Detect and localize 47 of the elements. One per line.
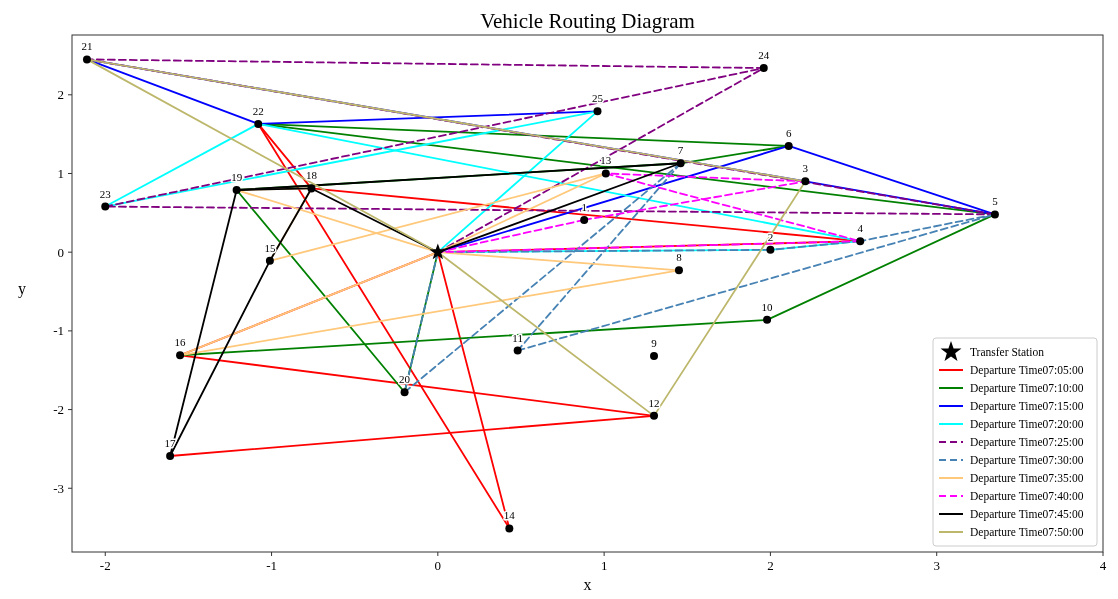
annotation: 9 bbox=[651, 337, 658, 350]
annotation: 2 bbox=[767, 230, 774, 243]
annotation: 16 bbox=[174, 336, 187, 349]
legend-label: Departure Time07:15:00 bbox=[970, 400, 1084, 414]
legend-label: Departure Time07:30:00 bbox=[970, 454, 1084, 468]
y-tick-label: -1 bbox=[53, 323, 64, 339]
annotation: 4 bbox=[857, 222, 864, 235]
annotation: 13 bbox=[600, 154, 612, 167]
annotation: 6 bbox=[785, 126, 792, 139]
y-tick-label: 1 bbox=[57, 166, 64, 182]
annotation: 21 bbox=[81, 40, 93, 53]
x-axis-title: x bbox=[583, 576, 592, 593]
annotation: 23 bbox=[99, 187, 112, 200]
x-tick-label: 1 bbox=[600, 558, 608, 573]
x-tick-label: 3 bbox=[933, 558, 940, 573]
annotation: 1 bbox=[581, 200, 587, 213]
annotation: 18 bbox=[305, 169, 318, 182]
legend-label: Departure Time07:25:00 bbox=[970, 436, 1084, 450]
annotation: 7 bbox=[677, 144, 684, 157]
annotation: 8 bbox=[676, 251, 683, 264]
annotation: 5 bbox=[992, 195, 999, 208]
y-axis-title: y bbox=[18, 279, 26, 298]
annotation: 3 bbox=[802, 162, 809, 175]
legend-label: Departure Time07:05:00 bbox=[970, 364, 1084, 378]
legend-label: Departure Time07:10:00 bbox=[970, 382, 1084, 396]
y-tick-label: 0 bbox=[57, 244, 64, 260]
annotation: 24 bbox=[758, 49, 770, 62]
legend-label: Departure Time07:40:00 bbox=[970, 490, 1084, 504]
annotation: 22 bbox=[252, 104, 264, 117]
y-tick-label: -3 bbox=[53, 480, 64, 496]
annotation: 25 bbox=[591, 92, 604, 105]
x-tick-label: -1 bbox=[266, 558, 277, 573]
annotation: 10 bbox=[761, 300, 774, 313]
legend-label: Departure Time07:20:00 bbox=[970, 418, 1084, 432]
y-tick-label: -2 bbox=[53, 402, 64, 418]
x-tick-label: 2 bbox=[767, 558, 774, 573]
legend-label: Transfer Station bbox=[970, 346, 1045, 359]
chart-title: Vehicle Routing Diagram bbox=[480, 9, 695, 33]
annotation: 15 bbox=[264, 241, 276, 254]
x-tick-label: -2 bbox=[99, 558, 111, 573]
x-tick-label: 4 bbox=[1099, 558, 1107, 573]
legend-label: Departure Time07:50:00 bbox=[970, 526, 1084, 540]
y-tick-label: 2 bbox=[57, 87, 64, 103]
annotation: 12 bbox=[648, 396, 660, 409]
legend-label: Departure Time07:45:00 bbox=[970, 508, 1084, 522]
x-tick-label: 0 bbox=[434, 558, 442, 573]
legend-label: Departure Time07:35:00 bbox=[970, 472, 1084, 486]
